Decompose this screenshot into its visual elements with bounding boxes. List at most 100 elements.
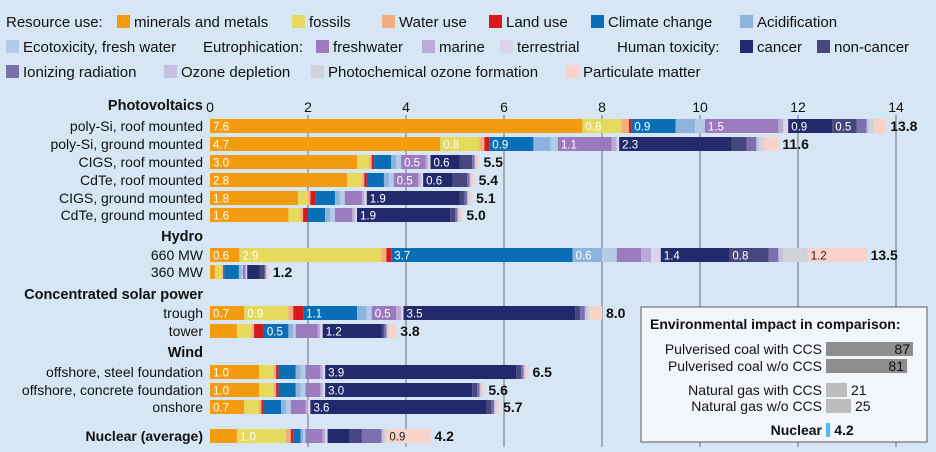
bar-segment-climate [374,155,392,169]
segment-value-label: 1.0 [213,386,229,398]
bar-total-label: 11.6 [782,136,809,152]
bar-segment-tox_cancer [619,137,732,151]
bar-total-label: 5.0 [466,207,486,223]
bar-segment-tox_cancer [660,248,730,262]
segment-value-label: 3.5 [407,309,423,321]
bar-segment-eu_terr [364,191,367,205]
bar-segment-climate [224,265,239,279]
bar-segment-water [479,137,485,151]
bar-segment-ionizing [264,265,266,279]
bar-segment-minerals [210,383,259,397]
bar-segment-land [386,248,392,262]
bar-segment-water [381,248,387,262]
bar-segment-eu_terr [401,306,404,320]
bar-segment-ozone [386,324,388,338]
legend-label-ecotox: Ecotoxicity, fresh water [23,39,176,56]
segment-value-label: 0.9 [492,140,508,152]
bar-segment-eu_marine [778,119,784,133]
bar-segment-climate [278,383,296,397]
bar-segment-photochem [475,155,478,169]
bar-segment-tox_noncancer [472,383,478,397]
bar-segment-minerals [210,137,441,151]
x-tick-label: 0 [206,99,214,115]
bar-segment-land [310,191,316,205]
bar-segment-land [290,429,294,443]
bar-total-label: 5.4 [479,172,499,188]
legend-label-eu_fresh: freshwater [333,39,403,56]
segment-value-label: 0.6 [426,176,442,188]
bar-segment-photochem [758,137,764,151]
bar-segment-acid [295,365,301,379]
bar-segment-climate [278,365,296,379]
bar-segment-tox_noncancer [381,324,384,338]
bar-segment-climate [366,173,384,187]
bar-segment-eu_marine [352,208,355,222]
bar-segment-ozone [756,137,759,151]
legend-label-tox_noncancer: non-cancer [834,39,909,56]
inset-bar [826,399,851,413]
bar-segment-tox_noncancer [459,155,473,169]
bar-segment-ionizing [383,324,387,338]
bar-segment-eu_terr [420,173,424,187]
inset-value-label: 87 [894,341,910,357]
legend-label-fossils: fossils [309,14,351,31]
segment-value-label: 1.5 [708,122,724,134]
segment-value-label: 0.5 [397,176,413,188]
bar-segment-fossils [259,383,274,397]
bar-segment-fossils [288,208,301,222]
bar-segment-ionizing [856,119,867,133]
legend-swatch-fossils [292,15,305,28]
legend-swatch-eu_marine [422,40,435,53]
bar-segment-ecotox [602,248,617,262]
category-header: Photovoltaics [108,98,203,114]
bar-segment-fossils [582,119,622,133]
bar-segment-ecotox [293,324,296,338]
bar-segment-tox_cancer [322,324,382,338]
bar-segment-tox_noncancer [459,191,465,205]
bar-segment-water [621,119,629,133]
bar-segment-eu_terr [322,383,326,397]
bar-segment-climate [263,400,282,414]
bar-segment-fossils [259,365,274,379]
bar-segment-eu_terr [354,208,357,222]
bar-segment-eu_marine [320,383,323,397]
inset-item-label: Pulverised coal w/o CCS [668,358,822,374]
segment-value-label: 0.6 [213,251,229,263]
bar-segment-fossils [298,191,308,205]
bar-segment-tox_noncancer [259,265,265,279]
bar-segment-eu_terr [308,400,311,414]
bar-segment-land [261,400,264,414]
bar-row-label: CdTe, roof mounted [80,172,203,188]
segment-value-label: 1.0 [213,368,229,380]
bar-segment-water [273,383,277,397]
bar-segment-eu_marine [322,429,326,443]
bar-total-label: 5.7 [503,399,523,415]
bar-segment-ozone [523,365,525,379]
bar-segment-eu_fresh [344,191,362,205]
inset-panel [640,306,928,443]
bar-segment-water [361,173,365,187]
bar-segment-water [288,306,294,320]
segment-value-label: 1.2 [326,327,342,339]
inset-item-label: Natural gas with CCS [688,382,822,398]
bar-segment-eu_fresh [393,173,419,187]
segment-value-label: 1.1 [306,309,322,321]
bar-segment-eu_terr [320,324,323,338]
bar-segment-climate [263,324,289,338]
bar-segment-pm [589,306,602,320]
bar-segment-pm [472,173,475,187]
bar-segment-fossils [244,306,289,320]
bar-segment-eu_terr [322,365,326,379]
category-header: Wind [168,345,203,361]
bar-segment-ecotox [303,429,306,443]
legend-label-acid: Acidification [757,14,837,31]
bar-segment-minerals [210,173,348,187]
bar-segment-pm [386,429,431,443]
bar-segment-tox_cancer [310,400,487,414]
segment-value-label: 7.6 [213,122,229,134]
bar-segment-ozone [265,265,267,279]
bar-segment-eu_terr [325,429,328,443]
bar-segment-ionizing [467,173,470,187]
inset-value-label: 81 [888,358,904,374]
